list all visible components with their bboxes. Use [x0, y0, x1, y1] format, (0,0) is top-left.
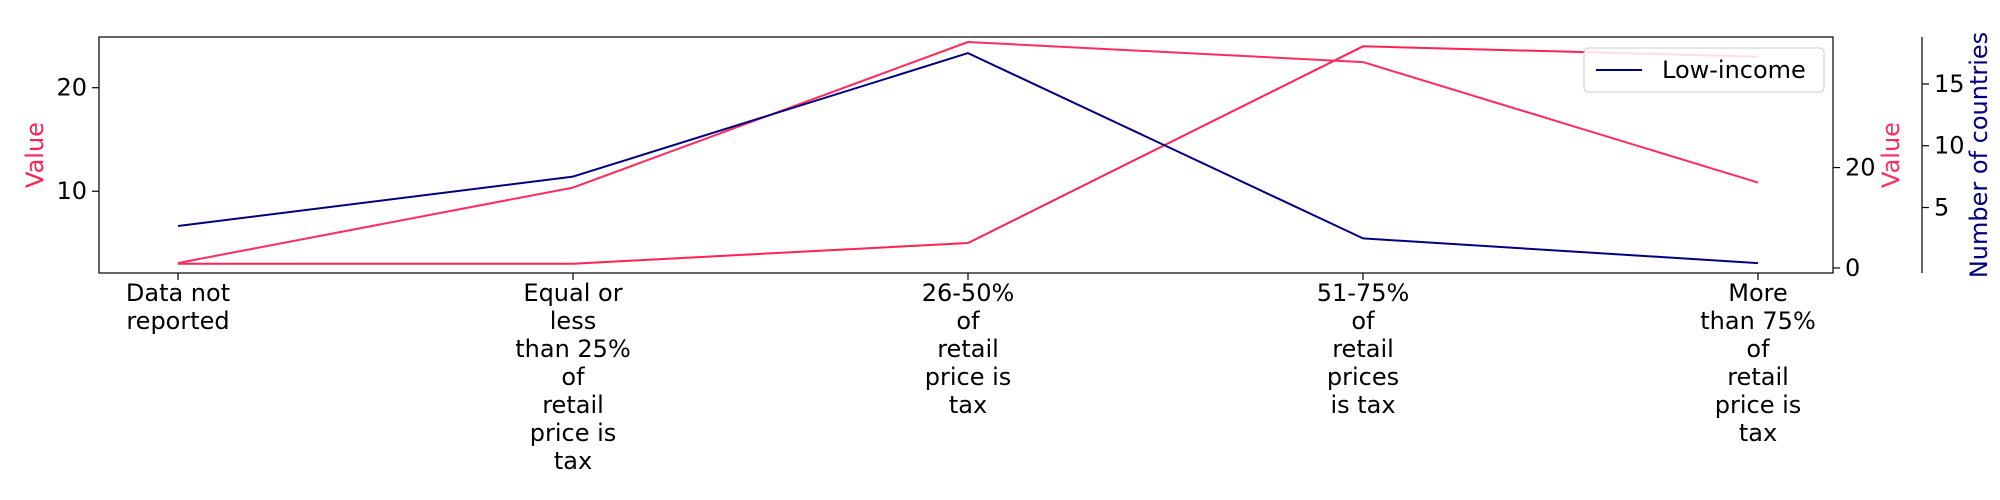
left-y-axis: 10 20 [56, 74, 99, 205]
x-tick-label: Data not reported [126, 279, 230, 335]
series-line-2 [177, 52, 1759, 265]
x-tick-label: 51-75% of retail prices is tax [1317, 279, 1410, 419]
plot-frame [98, 36, 1834, 274]
left-y-axis-label: Value [21, 122, 49, 188]
y-tick-label: 20 [56, 74, 87, 102]
series-line-0 [178, 45, 1759, 265]
right-outer-y-axis: 5 10 15 [1921, 37, 1965, 273]
legend-label-low-income: Low-income [1662, 56, 1806, 84]
y-tick-label: 20 [1845, 154, 1876, 182]
y-tick-label: 0 [1845, 254, 1860, 282]
legend: Low-income [1583, 47, 1825, 93]
y-tick-label: 10 [56, 177, 87, 205]
y-tick-label: 15 [1934, 70, 1965, 98]
y-tick-label: 5 [1934, 194, 1949, 222]
x-tick-label: 26-50% of retail price is tax [922, 279, 1015, 419]
right-inner-y-axis: 0 20 [1833, 154, 1876, 282]
right-inner-y-axis-label: Value [1877, 122, 1905, 188]
series-lines [177, 41, 1759, 265]
x-tick-label: Equal or less than 25% of retail price is tax [515, 279, 631, 475]
y-tick-label: 10 [1934, 132, 1965, 160]
series-line-1 [177, 41, 1759, 264]
x-axis: Data not reported Equal or less than 25% of re… [126, 273, 1816, 475]
x-tick-label: More than 75% of retail price is tax [1700, 279, 1816, 447]
legend-box [1583, 47, 1825, 93]
right-outer-y-axis-label: Number of countries [1965, 32, 1993, 278]
